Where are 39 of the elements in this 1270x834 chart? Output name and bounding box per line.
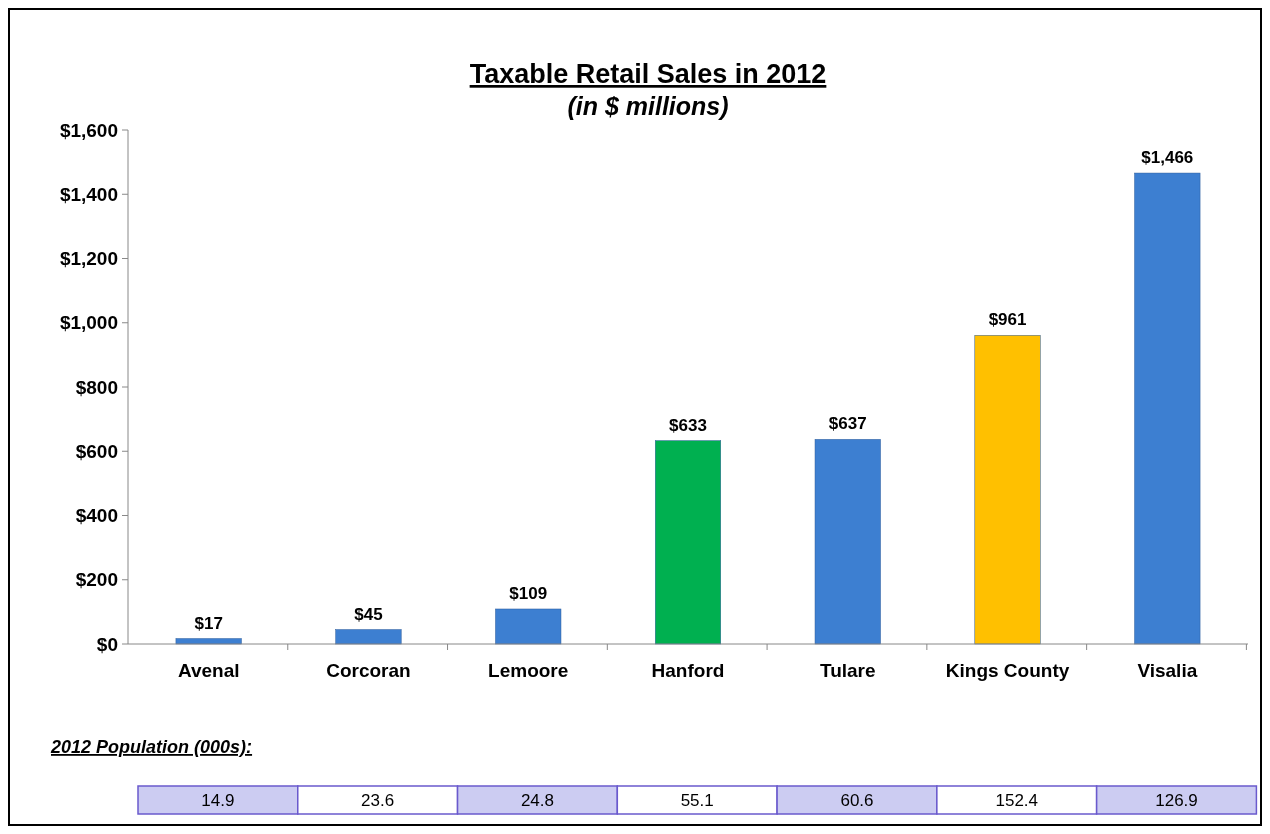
y-tick-label: $600 <box>75 440 118 462</box>
data-label: $1,466 <box>1141 148 1194 168</box>
text: 23.6 <box>361 790 395 810</box>
text: 60.6 <box>840 790 874 810</box>
bar <box>974 335 1041 645</box>
text: 14.9 <box>201 790 235 810</box>
text: 55.1 <box>680 790 714 810</box>
data-label: $637 <box>828 414 867 434</box>
chart-subtitle: (in $ millions) <box>567 92 729 120</box>
text: 152.4 <box>995 790 1039 810</box>
y-tick-label: $800 <box>75 376 118 398</box>
x-tick-label: Tulare <box>819 660 876 681</box>
chart-title: Taxable Retail Sales in 2012 <box>469 59 827 89</box>
y-tick-label: $400 <box>75 505 118 527</box>
data-label: $109 <box>509 583 548 603</box>
data-label: $17 <box>194 613 223 633</box>
y-tick-label: $1,400 <box>59 183 118 205</box>
text: 2012 Population (000s): <box>50 737 253 757</box>
y-tick-label: $1,000 <box>59 312 118 334</box>
x-tick-label: Visalia <box>1137 660 1198 681</box>
data-label: $961 <box>988 310 1027 330</box>
x-tick-label: Corcoran <box>326 660 411 681</box>
text: 24.8 <box>520 790 554 810</box>
x-tick-label: Avenal <box>177 660 240 681</box>
y-tick-label: $1,600 <box>59 119 118 141</box>
y-tick-label: $0 <box>96 633 118 655</box>
x-tick-label: Lemoore <box>488 660 569 681</box>
data-label: $633 <box>669 415 707 435</box>
data-label: $45 <box>354 604 383 624</box>
bar <box>495 608 562 645</box>
x-tick-label: Hanford <box>651 660 725 681</box>
bar <box>655 440 721 645</box>
y-tick-label: $200 <box>75 569 118 591</box>
y-tick-label: $1,200 <box>59 248 118 270</box>
text: 126.9 <box>1155 790 1198 810</box>
bar <box>1134 172 1201 645</box>
x-tick-label: Kings County <box>945 660 1070 681</box>
bar <box>335 629 402 645</box>
bar <box>814 439 881 645</box>
